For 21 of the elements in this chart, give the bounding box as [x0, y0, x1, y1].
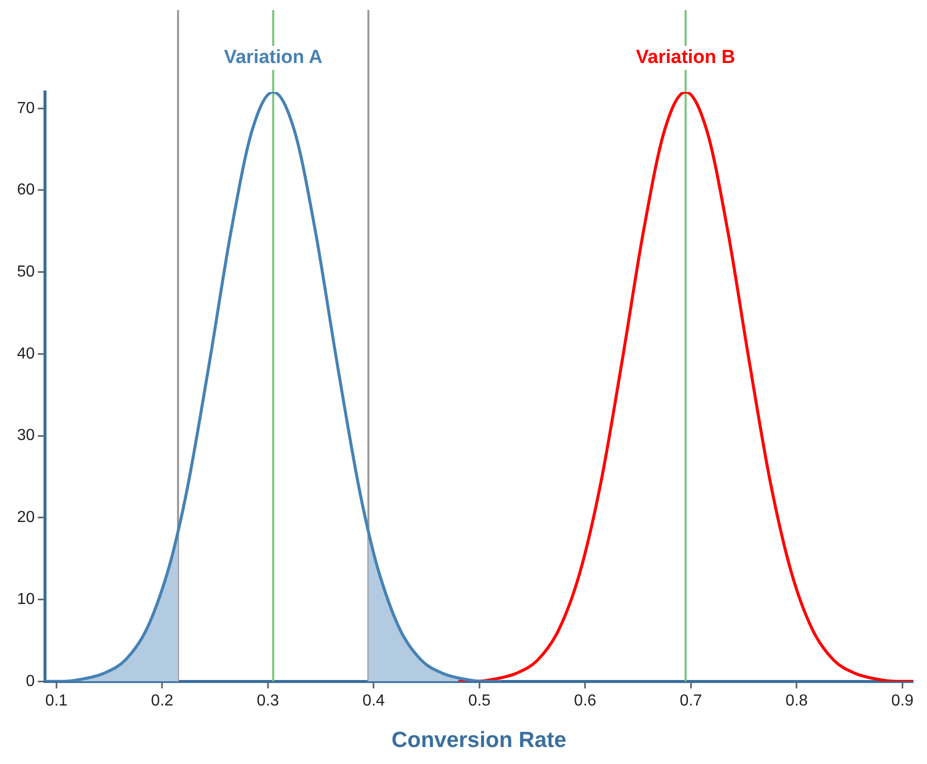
y-tick-label: 70 — [17, 100, 35, 117]
y-tick-label: 30 — [17, 427, 35, 444]
x-tick-label: 0.2 — [151, 692, 174, 710]
x-tick-label: 0.5 — [468, 692, 491, 710]
x-tick-label: 0.1 — [45, 692, 68, 710]
y-tick-label: 0 — [26, 672, 35, 690]
x-tick-label: 0.8 — [786, 692, 808, 710]
x-tick-label: 0.3 — [256, 692, 280, 710]
y-tick-label: 10 — [17, 590, 35, 608]
series-label: Variation B — [636, 47, 736, 68]
x-tick-label: 0.4 — [362, 692, 385, 710]
x-tick-label: 0.9 — [891, 692, 914, 710]
line-series — [456, 92, 913, 682]
y-tick-label: 50 — [17, 264, 35, 280]
y-tick-label: 20 — [17, 509, 35, 526]
y-tick-label: 60 — [17, 182, 35, 199]
x-tick-label: 0.7 — [680, 692, 702, 710]
y-tick-label: 40 — [17, 345, 35, 362]
x-axis-title: Conversion Rate — [391, 726, 566, 752]
series-label: Variation A — [224, 47, 323, 68]
x-tick-label: 0.6 — [574, 692, 596, 710]
